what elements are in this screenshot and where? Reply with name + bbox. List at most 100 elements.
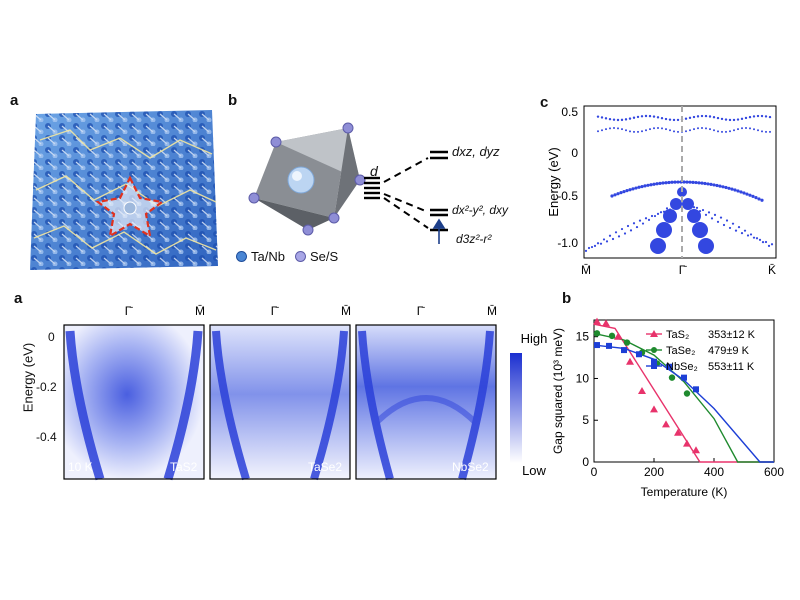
band-dot (736, 189, 740, 193)
band-dot (657, 127, 659, 130)
band-dot (753, 128, 755, 131)
gap-point (621, 347, 627, 354)
band-dot (649, 183, 653, 187)
atom-legend: Ta/Nb Se/S (236, 249, 338, 264)
spin-up-arrow-icon (432, 218, 446, 244)
band-dot (672, 118, 676, 122)
ta-nb-atom-icon (236, 251, 247, 262)
gap-point (650, 405, 658, 413)
panel-label-bottom-a: a (14, 290, 23, 307)
band-dot (765, 130, 767, 133)
band-dot (684, 117, 688, 120)
legend-series-name: NbSe₂ (666, 361, 698, 373)
gap-point (614, 332, 622, 340)
band-dot (709, 182, 713, 187)
gap-ytick-label: 0 (582, 455, 589, 469)
gap-ytick-label: 15 (576, 330, 590, 344)
band-dot (703, 181, 707, 186)
band-dot (664, 181, 668, 185)
band-dot (713, 129, 715, 132)
sub1-top-gamma: Γ̄ (125, 304, 134, 318)
band-dot (743, 229, 747, 232)
band-dot (625, 189, 629, 193)
gap-xtick-label: 200 (644, 465, 664, 479)
band-dot (664, 117, 668, 121)
gap-point (626, 357, 634, 365)
c-xtick-m: M̄ (581, 263, 591, 277)
band-dot (624, 118, 628, 121)
band-dot (752, 236, 756, 239)
legend-ta-nb: Ta/Nb (251, 249, 285, 264)
gap-point (594, 342, 600, 349)
band-dot (670, 198, 682, 210)
band-dot (641, 130, 643, 133)
band-dot (635, 225, 639, 229)
band-dot (587, 246, 591, 250)
band-dot (599, 242, 603, 245)
band-dot (757, 129, 759, 132)
band-dot (707, 211, 711, 214)
band-dot (712, 116, 716, 119)
panel-label-top-a: a (10, 92, 19, 109)
arpes-subpanel-tas2 (63, 324, 205, 481)
band-dot (682, 180, 686, 184)
band-dot (757, 197, 761, 201)
band-dot (705, 127, 707, 130)
band-dot (637, 185, 641, 189)
band-dot (613, 127, 615, 130)
band-dot (748, 193, 752, 197)
d-orbital-label: d (370, 163, 378, 179)
band-dot (764, 115, 768, 118)
band-dot (660, 117, 664, 120)
legend-marker (651, 347, 657, 353)
gap-point (683, 439, 691, 447)
gap-point (674, 428, 682, 436)
level-mid-label: dx²-y², dxy (452, 203, 509, 217)
band-dot (611, 237, 615, 241)
band-dot (600, 116, 604, 119)
band-dot (632, 222, 636, 225)
band-dot (617, 127, 619, 130)
band-dot (737, 225, 741, 229)
band-dot (656, 116, 660, 119)
band-dot (731, 222, 735, 225)
band-dot (669, 129, 671, 132)
band-dot (715, 183, 719, 188)
panel-label-top-b: b (228, 92, 238, 109)
sub2-top-gamma: Γ̄ (271, 304, 280, 318)
sub3-top-gamma: Γ̄ (417, 304, 426, 318)
octahedron-diagram (248, 122, 448, 244)
band-dot (610, 194, 614, 198)
gap-point (608, 332, 616, 340)
band-dot (744, 116, 748, 120)
sub1-material-label: TaS2 (170, 460, 198, 474)
gap-point (623, 339, 631, 346)
gap-ytick-label: 5 (582, 413, 589, 427)
sub3-material-label: NbSe2 (452, 460, 489, 474)
c-ylabel: Energy (eV) (548, 147, 561, 216)
band-dot (602, 238, 606, 241)
arpes-ylabel: Energy (eV) (20, 342, 36, 413)
band-dot (616, 192, 620, 196)
band-dot (619, 191, 623, 195)
gap-point (606, 342, 612, 349)
band-dot (648, 114, 652, 118)
band-dot (740, 117, 744, 121)
band-dot (768, 115, 772, 119)
sub3-top-m: M̄ (487, 304, 497, 318)
gap-point (683, 390, 691, 397)
band-dot (752, 115, 756, 118)
band-dot (724, 185, 728, 190)
band-dot (687, 209, 701, 223)
band-dot (712, 183, 716, 187)
band-dot (677, 130, 679, 133)
band-dot (736, 118, 740, 121)
band-dot (656, 222, 672, 238)
band-dot (749, 127, 751, 130)
band-dot (633, 130, 635, 133)
band-dot (652, 182, 656, 186)
band-dot (697, 127, 699, 130)
band-dot (676, 118, 680, 122)
gap-point (602, 319, 610, 327)
